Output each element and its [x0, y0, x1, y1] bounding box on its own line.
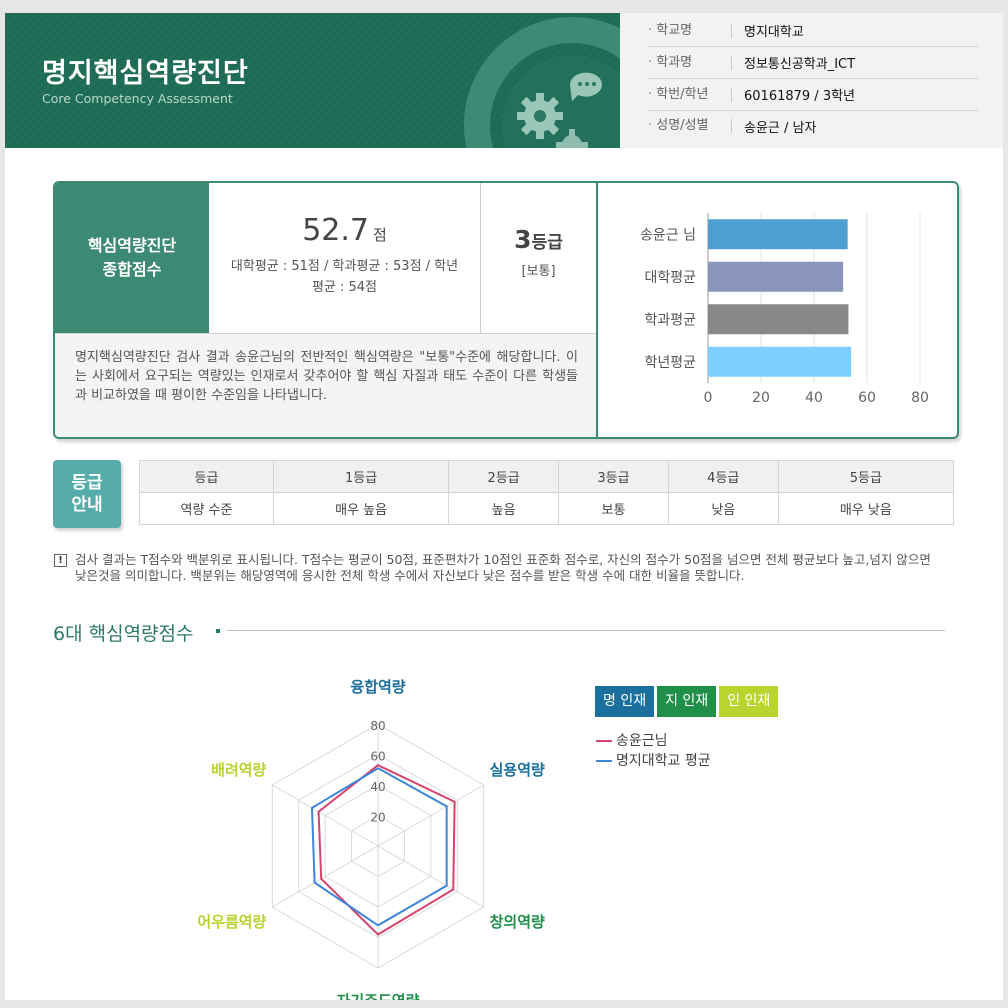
info-value: 정보통신공학과_ICT	[744, 57, 856, 72]
table-header-cell: 1등급	[272, 460, 450, 493]
gear-chat-icon	[464, 17, 620, 148]
radar-legend: 송윤근님 명지대학교 평균	[596, 731, 711, 771]
competency-radar-chart: 20 40 60 80 융합역량실용역량창의역량자기주도역량 어우름역량 배려역량	[197, 678, 545, 1000]
notice-icon: !	[54, 554, 67, 567]
category-label: 대학평균	[644, 270, 696, 286]
info-row-student-id: 학번/학년 60161879 / 3학년	[648, 79, 978, 111]
table-header-cell: 5등급	[777, 460, 955, 493]
radar-spoke	[377, 784, 484, 847]
radar-tick-label: 80	[370, 719, 385, 733]
tag-in: 인 인재	[719, 686, 779, 717]
section-bullet	[216, 629, 220, 633]
grade-guide-table: 등급 1등급 2등급 3등급 4등급 5등급 역량 수준 매우 높음 높음 보통…	[139, 460, 955, 525]
table-cell: 매우 낮음	[777, 492, 955, 525]
overall-score-card: 핵심역량진단 종합점수 52.7 점 대학평균 : 51점 / 학과평균 : 53…	[53, 181, 959, 439]
table-header-cell: 3등급	[558, 460, 669, 493]
radar-spoke	[272, 784, 379, 847]
header-banner: 명지핵심역량진단 Core Competency Assessment	[5, 13, 620, 148]
x-tick-label: 0	[704, 390, 713, 406]
score-explanation-note: 검사 결과는 T점수와 백분위로 표시됩니다. T점수는 평균이 50점, 표준…	[75, 552, 931, 583]
legend-swatch	[596, 740, 612, 742]
info-label: 학번/학년	[648, 87, 732, 102]
table-header-cell: 4등급	[667, 460, 779, 493]
badge-line: 등급	[71, 473, 103, 493]
table-header-row: 등급 1등급 2등급 3등급 4등급 5등급	[139, 460, 955, 493]
legend-item-student: 송윤근님	[596, 731, 711, 751]
x-tick-label: 80	[911, 390, 929, 406]
table-cell: 높음	[448, 492, 560, 525]
radar-tick-label: 20	[370, 811, 385, 825]
average-scores: 대학평균 : 51점 / 학과평균 : 53점 / 학년평균 : 54점	[230, 259, 459, 295]
info-label: 학교명	[648, 23, 732, 38]
talent-type-tags: 명 인재 지 인재 인 인재	[595, 686, 779, 717]
section-divider	[227, 630, 945, 631]
category-label: 송윤근 님	[640, 227, 696, 243]
table-cell: 낮음	[667, 492, 779, 525]
tag-ji: 지 인재	[657, 686, 717, 717]
table-cell: 매우 높음	[272, 492, 450, 525]
info-label: 학과명	[648, 55, 732, 70]
overall-score-label: 핵심역량진단 종합점수	[55, 183, 209, 333]
radar-spoke	[377, 845, 484, 908]
student-info-panel: 학교명 명지대학교 학과명 정보통신공학과_ICT 학번/학년 60161879…	[620, 13, 1003, 148]
radar-axis-label: 실용역량	[490, 761, 545, 779]
radar-series-line	[317, 764, 456, 936]
bar	[708, 346, 852, 377]
info-row-school: 학교명 명지대학교	[648, 15, 978, 47]
report-page: 명지핵심역량진단 Core Competency Assessment	[5, 13, 1003, 1000]
radar-axis-label: 자기주도역량	[337, 992, 420, 1000]
bar	[708, 304, 849, 335]
radar-spoke	[272, 845, 379, 908]
category-label: 학과평균	[644, 312, 696, 328]
table-header-cell: 등급	[139, 460, 274, 493]
radar-axis-label: 어우름역량	[197, 913, 266, 931]
banner-subtitle: Core Competency Assessment	[42, 91, 233, 106]
grade-level-text: [보통]	[521, 264, 556, 279]
legend-label: 송윤근님	[616, 733, 668, 749]
x-tick-label: 60	[858, 390, 876, 406]
x-tick-label: 40	[805, 390, 823, 406]
legend-label: 명지대학교 평균	[616, 753, 711, 769]
grade-unit: 등급	[531, 233, 563, 253]
overall-grade: 3등급 [보통]	[481, 183, 596, 333]
info-value: 송윤근 / 남자	[744, 120, 817, 136]
banner-title: 명지핵심역량진단	[42, 58, 249, 89]
info-row-name: 성명/성별 송윤근 / 남자	[648, 110, 978, 142]
info-row-department: 학과명 정보통신공학과_ICT	[648, 47, 978, 79]
label-line: 종합점수	[102, 260, 162, 279]
tag-myeong: 명 인재	[595, 686, 655, 717]
grade-guide-badge: 등급 안내	[53, 460, 121, 528]
score-value: 52.7	[302, 213, 369, 248]
radar-axis-label: 창의역량	[490, 913, 545, 931]
table-header-cell: 2등급	[448, 460, 560, 493]
info-value: 60161879 / 3학년	[744, 89, 856, 104]
bar	[708, 261, 844, 292]
score-unit: 점	[372, 226, 387, 244]
legend-item-university-average: 명지대학교 평균	[596, 751, 711, 771]
legend-swatch	[596, 760, 612, 762]
grade-number: 3	[514, 225, 532, 254]
info-label: 성명/성별	[648, 119, 732, 133]
table-cell: 역량 수준	[139, 492, 274, 525]
x-tick-label: 20	[752, 390, 770, 406]
radar-tick-label: 60	[370, 750, 385, 764]
radar-axis-label: 융합역량	[350, 678, 405, 696]
table-row: 역량 수준 매우 높음 높음 보통 낮음 매우 낮음	[139, 492, 955, 525]
radar-axis-label: 배려역량	[211, 761, 266, 779]
radar-tick-label: 40	[370, 780, 385, 794]
table-cell: 보통	[558, 492, 669, 525]
section-title: 6대 핵심역량점수	[53, 623, 194, 645]
category-label: 학년평균	[644, 355, 696, 371]
bar	[708, 219, 848, 250]
overall-score: 52.7 점 대학평균 : 51점 / 학과평균 : 53점 / 학년평균 : 5…	[209, 183, 481, 333]
result-description: 명지핵심역량진단 검사 결과 송윤근님의 전반적인 핵심역량은 "보통"수준에 …	[55, 333, 596, 437]
info-value: 명지대학교	[744, 25, 804, 40]
radar-series-line	[310, 767, 448, 927]
label-line: 핵심역량진단	[87, 236, 177, 255]
card-divider	[596, 183, 598, 437]
badge-line: 안내	[71, 495, 103, 515]
